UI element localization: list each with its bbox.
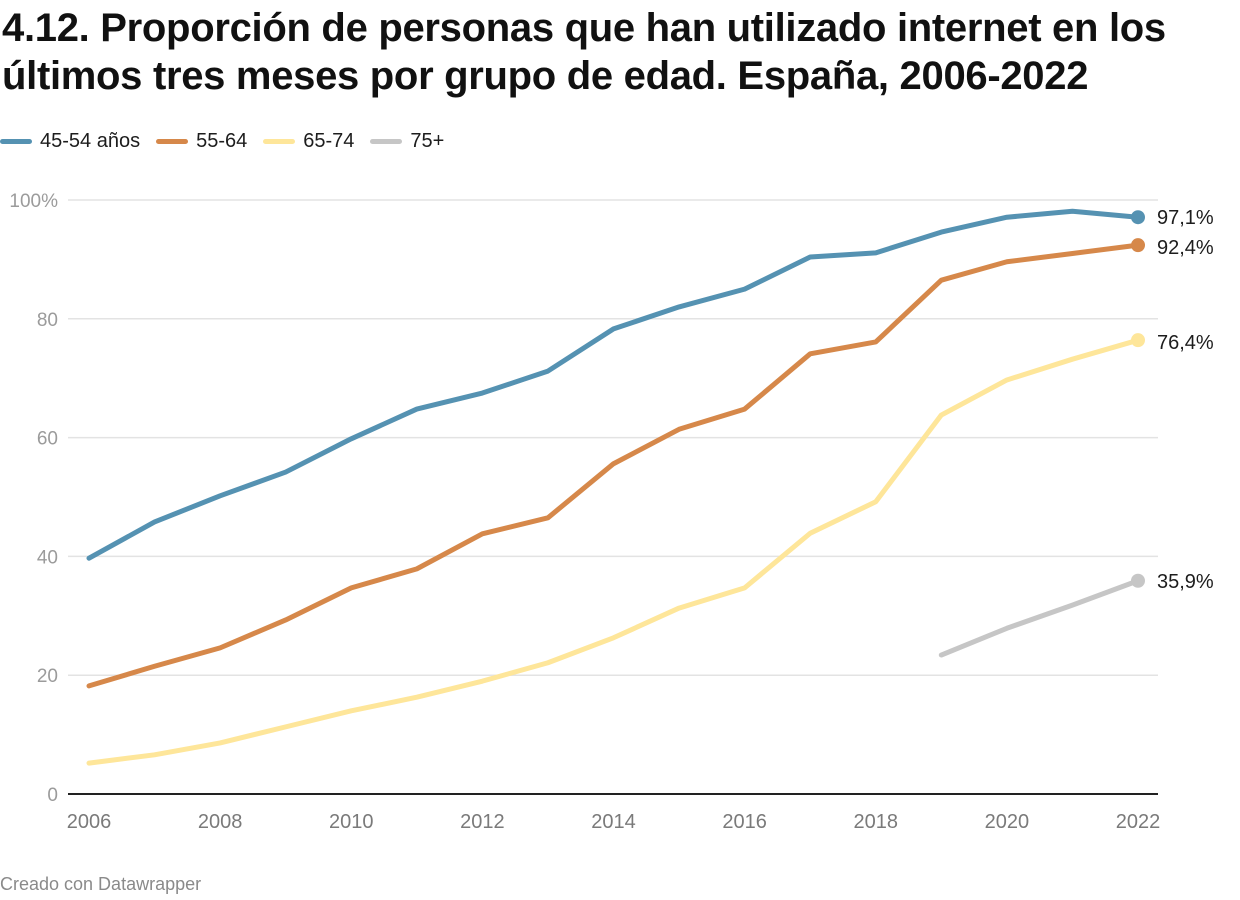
y-tick-label: 0 — [47, 785, 58, 806]
legend-swatch — [370, 138, 403, 144]
series-line-2 — [86, 337, 1141, 766]
y-axis-ticks: 0 20 40 60 80 100% — [9, 191, 58, 806]
x-tick-label: 2014 — [591, 811, 636, 833]
legend-label: 75+ — [410, 129, 445, 152]
end-value-label: 92,4% — [1157, 237, 1214, 259]
x-tick-label: 2008 — [198, 811, 243, 833]
series-end-dot-3 — [1131, 573, 1145, 588]
chart-title: 4.12. Proporción de personas que han uti… — [2, 6, 1166, 98]
series-end-dot-0 — [1131, 210, 1145, 225]
legend-item-55-64: 55-64 — [156, 130, 247, 153]
legend-item-65-74: 65-74 — [263, 130, 354, 153]
y-tick-label: 80 — [37, 310, 58, 331]
x-tick-label: 2022 — [1116, 811, 1161, 833]
legend-swatch — [263, 138, 296, 144]
legend: 45-54 años 55-64 65-74 75+ — [0, 128, 460, 154]
legend-swatch — [0, 138, 32, 144]
x-tick-label: 2010 — [329, 811, 374, 833]
gridlines — [68, 199, 1158, 676]
legend-item-45-54: 45-54 años — [0, 130, 140, 153]
legend-label: 45-54 años — [40, 129, 141, 152]
series-line-0 — [86, 208, 1141, 561]
end-value-label: 35,9% — [1157, 571, 1214, 593]
end-value-label: 76,4% — [1157, 332, 1214, 354]
series-line-1 — [86, 242, 1141, 689]
series-end-dot-2 — [1131, 333, 1145, 348]
y-tick-label: 100% — [9, 191, 58, 212]
x-tick-label: 2020 — [985, 811, 1030, 833]
y-tick-label: 20 — [37, 666, 58, 687]
x-axis-ticks: 2006 2008 2010 2012 2014 2016 2018 2020 2022 — [67, 811, 1161, 833]
x-tick-label: 2016 — [722, 811, 767, 833]
series-line-3 — [938, 578, 1141, 658]
series-lines — [86, 208, 1145, 766]
series-end-dot-1 — [1131, 238, 1145, 253]
y-tick-label: 40 — [37, 547, 58, 568]
y-tick-label: 60 — [37, 429, 58, 450]
legend-label: 55-64 — [196, 129, 248, 152]
legend-label: 65-74 — [303, 129, 355, 152]
x-tick-label: 2018 — [854, 811, 899, 833]
end-value-label: 97,1% — [1157, 207, 1214, 229]
x-tick-label: 2006 — [67, 811, 112, 833]
end-labels: 97,1% 92,4% 76,4% 35,9% — [1157, 207, 1214, 593]
credit-footer: Creado con Datawrapper — [0, 874, 202, 894]
legend-swatch — [156, 138, 189, 144]
x-tick-label: 2012 — [460, 811, 505, 833]
legend-item-75-plus: 75+ — [370, 130, 444, 153]
